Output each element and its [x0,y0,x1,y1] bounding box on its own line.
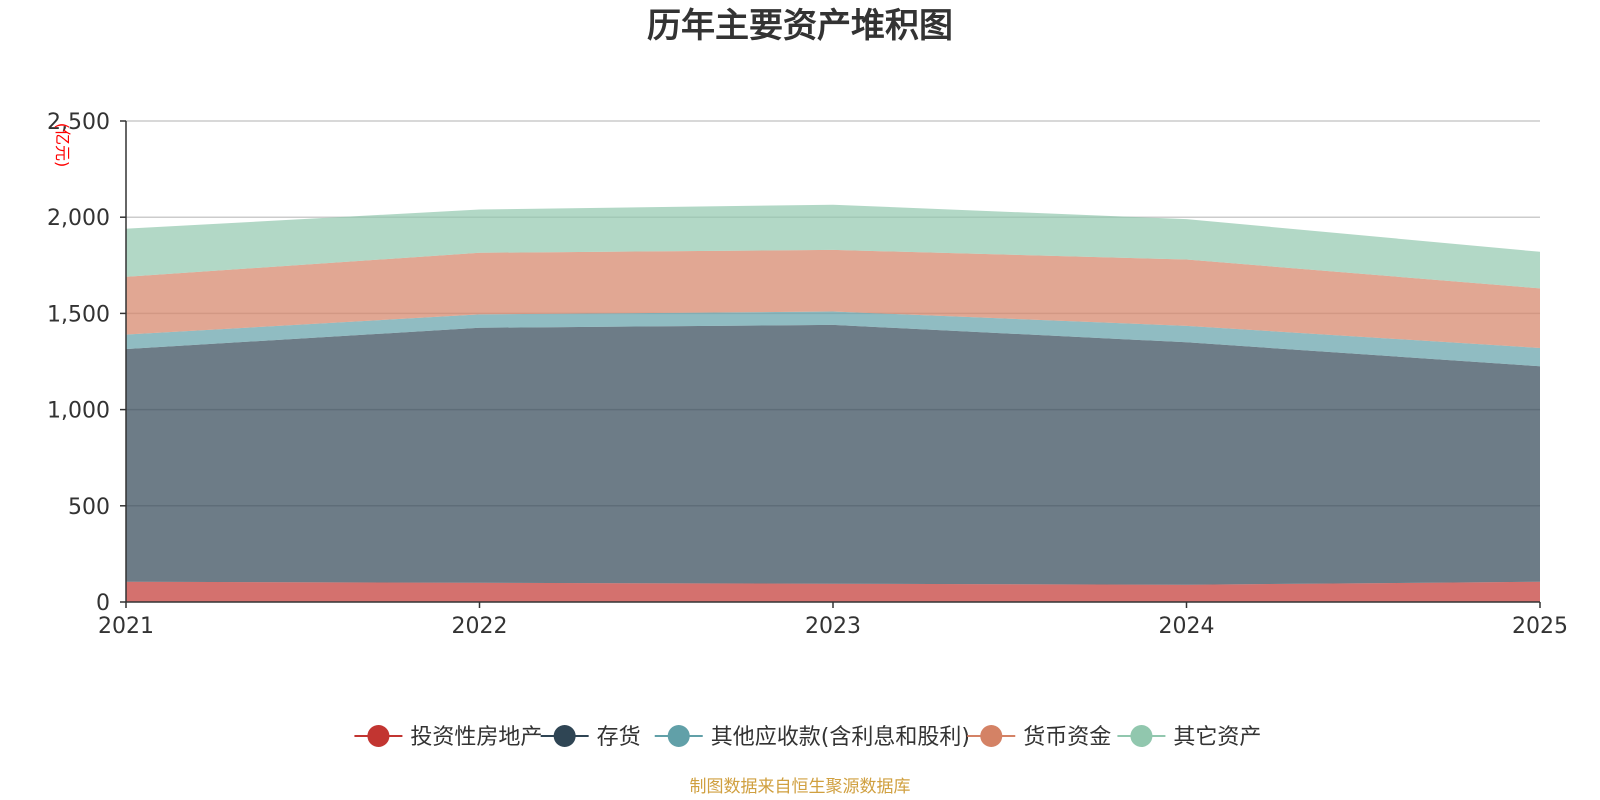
x-tick-label: 2022 [452,614,508,639]
x-tick-label: 2021 [98,614,154,639]
y-unit-label: (亿元) [53,123,72,168]
legend-marker [980,725,1003,747]
legend: 投资性房地产 存货 其他应收款(含利息和股利) 货币资金 其它资产 [354,725,1261,750]
legend-label: 其他应收款(含利息和股利) [711,725,970,750]
legend-item-4[interactable]: 其它资产 [1117,725,1261,750]
y-tick-label: 1,000 [47,399,110,424]
y-tick-label: 2,500 [47,110,110,135]
legend-item-3[interactable]: 货币资金 [967,725,1111,750]
x-tick-label: 2024 [1159,614,1215,639]
legend-marker [553,725,576,747]
legend-label: 投资性房地产 [410,725,542,750]
legend-item-0[interactable]: 投资性房地产 [354,725,542,750]
y-tick-label: 0 [96,591,110,616]
legend-label: 其它资产 [1173,725,1261,750]
area-layer [126,204,1540,602]
source-note: 制图数据来自恒生聚源数据库 [690,777,911,797]
y-tick-label: 1,500 [47,302,110,327]
legend-label: 货币资金 [1023,725,1111,750]
legend-item-1[interactable]: 存货 [540,725,641,750]
legend-item-2[interactable]: 其他应收款(含利息和股利) [654,725,970,750]
x-tick-label: 2023 [805,614,861,639]
area-series-2 [126,311,1540,367]
area-series-1 [126,324,1540,585]
y-tick-label: 2,000 [47,206,110,231]
area-series-0 [126,581,1540,602]
chart-title: 历年主要资产堆积图 [647,6,953,46]
legend-label: 存货 [597,725,641,750]
legend-marker [667,725,690,747]
axis-layer: 0 500 1,000 1,500 2,000 2,500 2021 2022 2023 2024… [47,110,1568,639]
y-tick-label: 500 [68,495,110,520]
x-tick-label: 2025 [1512,614,1568,639]
legend-marker [367,725,390,747]
area-series-4 [126,204,1540,289]
area-series-3 [126,249,1540,348]
legend-marker [1130,725,1153,747]
